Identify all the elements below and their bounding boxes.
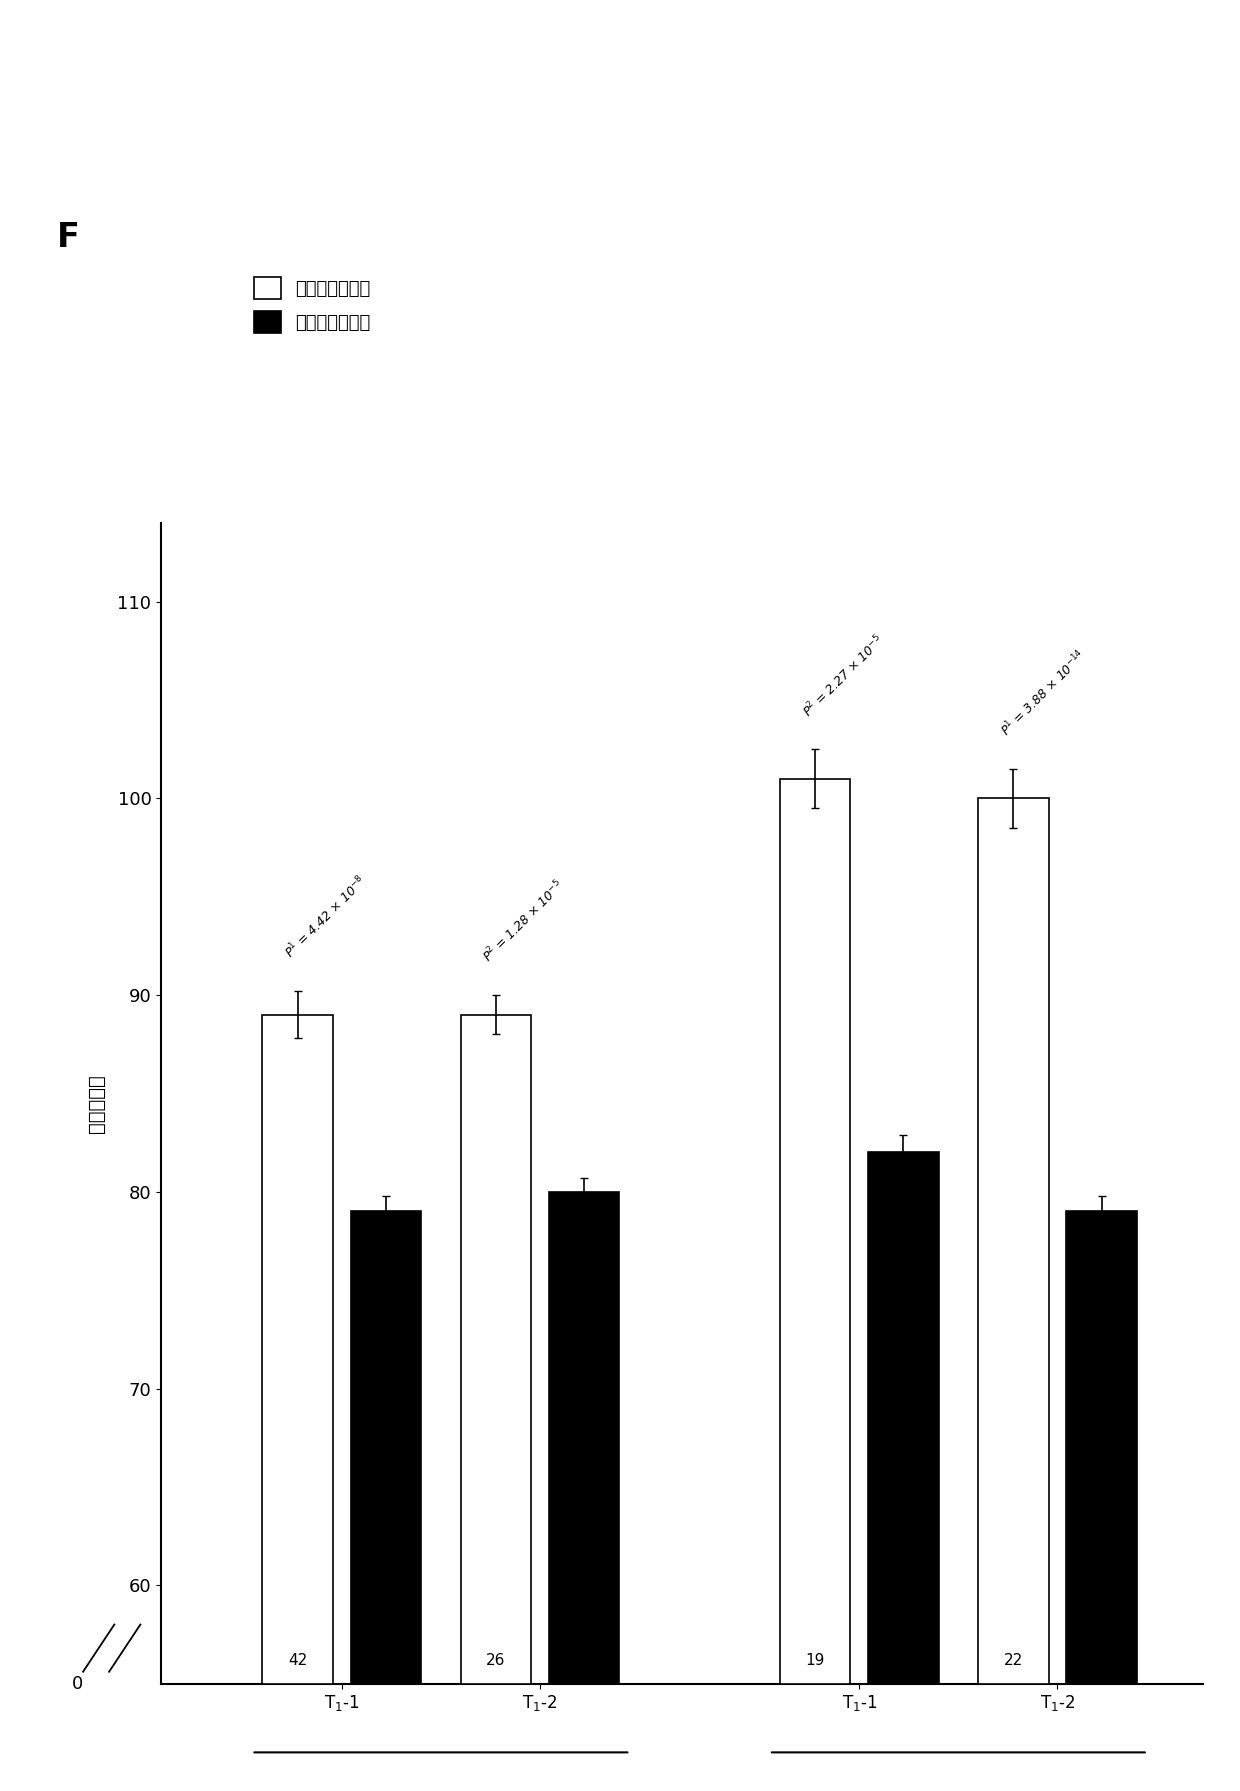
Text: A: A [663,25,681,45]
Text: 22: 22 [1004,1653,1023,1667]
Bar [263,1015,334,1684]
Legend: 转基因阳性植株, 转基因阴性植株: 转基因阳性植株, 转基因阴性植株 [253,278,371,333]
Text: P$^1$ = 4.42 × 10$^{-8}$: P$^1$ = 4.42 × 10$^{-8}$ [281,874,370,962]
Text: F: F [57,222,79,254]
Text: 26: 26 [486,1653,506,1667]
Bar [868,1152,939,1684]
Bar [461,1015,531,1684]
Text: D: D [1182,25,1199,45]
Bar [351,1211,422,1684]
Text: E: E [1184,274,1199,294]
Bar [1066,1211,1137,1684]
Text: 42: 42 [288,1653,308,1667]
Bar [978,799,1049,1684]
Text: B: B [722,25,739,45]
Text: 19: 19 [806,1653,825,1667]
Text: P$^2$ = 2.27 × 10$^{-5}$: P$^2$ = 2.27 × 10$^{-5}$ [799,632,888,720]
Text: C: C [832,25,848,45]
Bar [549,1191,619,1684]
Text: 0: 0 [72,1675,83,1692]
Text: P$^2$ = 1.28 × 10$^{-5}$: P$^2$ = 1.28 × 10$^{-5}$ [480,878,568,965]
Text: P$^1$ = 3.88 × 10$^{-14}$: P$^1$ = 3.88 × 10$^{-14}$ [997,647,1090,740]
Y-axis label: 抽穗期天数: 抽穗期天数 [87,1075,107,1132]
Bar [780,779,851,1684]
